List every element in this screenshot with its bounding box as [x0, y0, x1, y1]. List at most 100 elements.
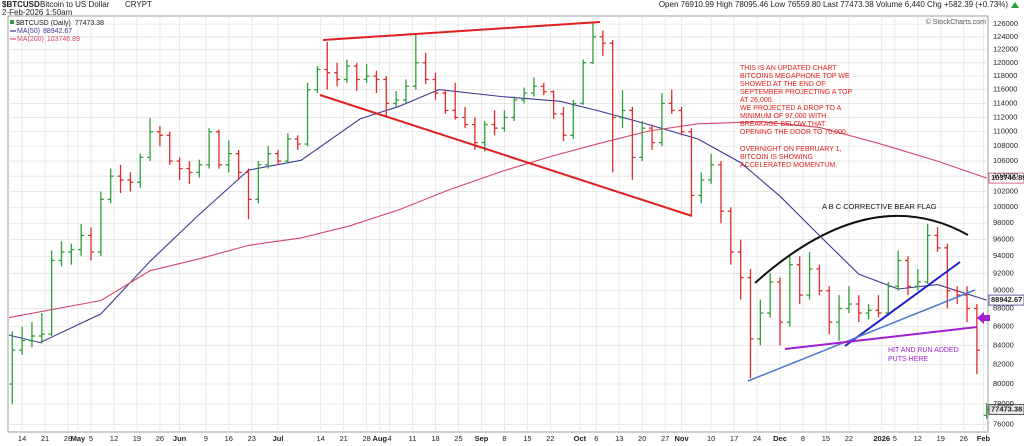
x-tick-label: May: [71, 434, 86, 443]
y-tick-label: 98000: [993, 218, 1014, 227]
note-line: SHOWED AT THE END OF: [740, 81, 826, 88]
x-tick-label: 15: [822, 434, 830, 443]
y-tick-label: 104000: [993, 171, 1018, 180]
puts-note: PUTS HERE: [888, 356, 928, 363]
x-tick-label: Sep: [475, 434, 489, 443]
x-tick-label: Aug: [372, 434, 387, 443]
value-box: [988, 404, 1024, 415]
x-tick-label: 25: [454, 434, 462, 443]
value-box: [988, 294, 1024, 306]
y-tick-label: 124000: [993, 32, 1018, 41]
value-box-label: 88942.67: [991, 295, 1022, 304]
plot-frame: [7, 15, 989, 433]
trend-line: [747, 289, 976, 382]
y-tick-label: 82000: [993, 359, 1014, 368]
x-tick-label: 19: [133, 434, 141, 443]
x-tick-label: 14: [18, 434, 26, 443]
up-arrow: [1011, 2, 1019, 8]
x-tick-label: 10: [707, 434, 715, 443]
moving-average: [8, 89, 987, 344]
datetime: 2-Feb-2026 1:50am: [2, 8, 73, 17]
note-line: BREAKAGE BELOW THAT: [740, 121, 826, 128]
x-tick-label: 11: [409, 434, 417, 443]
x-tick-label: Jun: [173, 434, 187, 443]
y-tick-label: 94000: [993, 251, 1014, 260]
y-tick-label: 88000: [993, 304, 1014, 313]
y-tick-label: 112000: [993, 112, 1017, 121]
megaphone-top: [322, 21, 601, 41]
x-tick-label: 5: [893, 434, 897, 443]
price-bars: [9, 22, 990, 419]
x-tick-label: Dec: [773, 434, 787, 443]
value-boxes: 88942.67 103746.89 77473.38: [988, 172, 1024, 415]
x-tick-label: 18: [431, 434, 439, 443]
y-tick-label: 86000: [993, 322, 1014, 331]
x-tick-label: Oct: [574, 434, 587, 443]
y-tick-label: 78000: [993, 399, 1014, 408]
flag-label: A B C CORRECTIVE BEAR FLAG: [822, 202, 937, 211]
note-line: BITCOIN IS SHOWING: [740, 154, 813, 161]
x-tick-label: 26: [960, 434, 968, 443]
x-tick-label: 8: [502, 434, 506, 443]
note-line: OPENING THE DOOR TO 70,000.: [740, 129, 848, 136]
x-tick-label: 9: [204, 434, 208, 443]
legend-value: 88942.67: [43, 28, 72, 35]
y-tick-label: 100000: [993, 202, 1018, 211]
legend-swatch: [10, 20, 14, 24]
note-line: WE PROJECTED A DROP TO A: [740, 105, 841, 112]
y-tick-label: 76000: [993, 420, 1014, 429]
y-tick-label: 108000: [993, 141, 1018, 150]
note-line: AT 26,000.: [740, 97, 774, 104]
y-tick-label: 120000: [993, 58, 1018, 67]
y-tick-label: 116000: [993, 85, 1017, 94]
flag-arc: [754, 214, 969, 284]
note-line: BITCOINS MEGAPHONE TOP WE: [740, 73, 850, 80]
y-tick-label: 80000: [993, 379, 1014, 388]
y-tick-label: 102000: [993, 187, 1018, 196]
legend-title: $BTCUSD (Daily): [16, 20, 71, 27]
x-tick-label: 20: [638, 434, 646, 443]
x-tick-label: 24: [753, 434, 761, 443]
x-tick-label: 4: [387, 434, 391, 443]
x-tick-label: Jul: [273, 434, 284, 443]
symbol-name: Bitcoin to US Dollar: [40, 0, 110, 9]
value-box: [988, 172, 1024, 184]
y-tick-label: 114000: [993, 98, 1017, 107]
note-line: THIS IS AN UPDATED CHART: [740, 65, 837, 72]
quote: Open 76910.99 High 78095.46 Low 76559.80…: [659, 0, 1009, 9]
value-box-label: 103746.89: [991, 173, 1024, 182]
x-tick-label: 8: [801, 434, 805, 443]
x-tick-label: 27: [661, 434, 669, 443]
note-line: OVERNIGHT ON FEBRUARY 1,: [740, 146, 842, 153]
exchange: CRYPT: [125, 0, 152, 9]
x-tick-label: 22: [845, 434, 853, 443]
x-tick-label: 26: [156, 434, 164, 443]
x-tick-label: 21: [339, 434, 347, 443]
note-line: MINIMUM OF 97,000 WITH: [740, 113, 826, 120]
x-tick-label: 2026: [873, 434, 890, 443]
x-tick-label: 5: [89, 434, 93, 443]
note-line: SEPTEMBER PROJECTING A TOP: [740, 89, 852, 96]
legend-label: MA(200): [17, 36, 44, 43]
y-tick-label: 106000: [993, 156, 1018, 165]
y-tick-label: 96000: [993, 235, 1014, 244]
y-tick-label: 118000: [993, 71, 1017, 80]
x-tick-label: 12: [914, 434, 922, 443]
support-line: [784, 326, 978, 350]
x-tick-label: 21: [41, 434, 49, 443]
copyright: © StockCharts.com: [926, 18, 987, 26]
y-tick-label: 90000: [993, 286, 1014, 295]
legend-last: 77473.38: [75, 20, 104, 27]
y-tick-label: 110000: [993, 127, 1017, 136]
x-tick-label: 13: [615, 434, 623, 443]
megaphone-bottom: [319, 94, 693, 217]
value-box-label: 77473.38: [991, 404, 1022, 413]
x-tick-label: Nov: [675, 434, 690, 443]
trend-line: [844, 261, 961, 347]
note-line: ACCELERATED MOMENTUM.: [740, 162, 837, 169]
moving-average: [8, 121, 987, 319]
y-tick-label: 92000: [993, 268, 1014, 277]
